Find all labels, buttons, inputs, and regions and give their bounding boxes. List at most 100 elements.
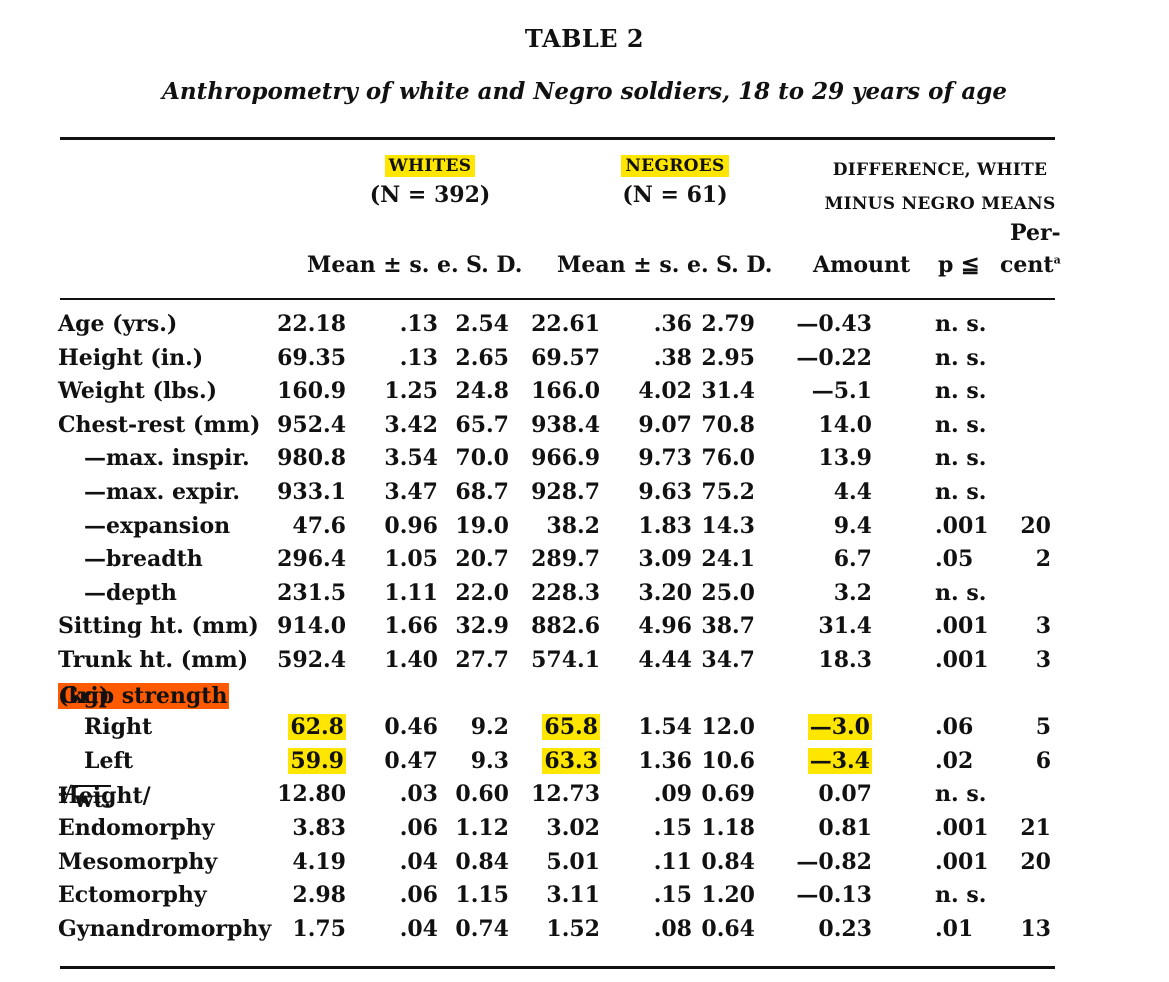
col-percent-line2: centa — [1000, 252, 1061, 278]
group-header-difference: DIFFERENCE, WHITE MINUS NEGRO MEANS — [800, 160, 1080, 214]
col-negroes-sd: S. D. — [716, 252, 773, 278]
cell-white-sd: 22.0 — [455, 579, 509, 606]
cell-white-sd: 9.2 — [470, 714, 509, 741]
cell-negro-sd: 38.7 — [701, 613, 755, 640]
row-label: —breadth — [84, 546, 203, 573]
cell-negro-mean: 63.3 — [542, 747, 600, 774]
row-label: Weight (lbs.) — [58, 378, 218, 405]
group-header-negroes: NEGROES (N = 61) — [575, 155, 775, 208]
cell-negro-mean: 5.01 — [546, 848, 600, 875]
cell-white-mean: 12.80 — [277, 781, 346, 808]
cell-negro-mean: 574.1 — [531, 646, 600, 673]
cell-negro-mean: 69.57 — [531, 344, 600, 371]
cell-difference-amount: 9.4 — [833, 512, 872, 539]
cell-white-se: 3.42 — [384, 411, 438, 438]
cell-negro-sd: 0.69 — [701, 781, 755, 808]
cell-percent: 6 — [1035, 747, 1051, 774]
cell-white-mean: 62.8 — [288, 714, 346, 741]
cell-difference-amount: 13.9 — [818, 445, 872, 472]
cell-p-value: n. s. — [935, 344, 987, 371]
cell-difference-amount: —0.13 — [796, 882, 872, 909]
cell-negro-se: .08 — [653, 915, 692, 942]
whites-n: (N = 392) — [369, 182, 491, 208]
negroes-n: (N = 61) — [622, 182, 728, 208]
cell-negro-mean: 22.61 — [531, 311, 600, 337]
cell-p-value: .01 — [935, 915, 974, 942]
row-label: Mesomorphy — [58, 848, 218, 875]
cell-negro-se: 9.73 — [638, 445, 692, 472]
cell-negro-sd: 10.6 — [701, 747, 755, 774]
cell-p-value: .001 — [935, 613, 989, 640]
table-row: Height/3 √ wt. 12.80.03 0.60 12.73.09 0.69 0.07… — [58, 781, 987, 814]
cell-white-sd: 32.9 — [455, 613, 509, 640]
table-row: Ectomorphy 2.98 .06 1.15 3.11 .15 1.20 —0.13 n. … — [0, 880, 1169, 914]
cell-white-mean: 47.6 — [292, 512, 346, 539]
cell-negro-mean: 938.4 — [531, 411, 600, 438]
cell-white-sd: 68.7 — [455, 478, 509, 505]
table-row: —max. inspir. 980.8 3.54 70.0 966.9 9.73 76.0 1… — [0, 443, 1169, 477]
row-label: —max. inspir. — [84, 445, 250, 472]
cell-difference-amount: 6.7 — [833, 546, 872, 573]
cell-white-sd: 19.0 — [455, 512, 509, 539]
cell-negro-mean: 928.7 — [531, 478, 600, 505]
cell-p-value: .001 — [935, 848, 989, 875]
table-row: Sitting ht. (mm) 914.0 1.66 32.9 882.6 4.96 38… — [0, 611, 1169, 645]
cell-negro-se: .11 — [653, 848, 692, 875]
cell-negro-sd: 2.79 — [701, 311, 755, 337]
cell-p-value: .001 — [935, 814, 989, 841]
row-label: Ectomorphy — [58, 882, 207, 909]
row-label: —max. expir. — [84, 478, 241, 505]
col-whites-sd: S. D. — [466, 252, 523, 278]
cell-white-se: 1.25 — [384, 378, 438, 405]
cell-negro-mean: 3.02 — [546, 814, 600, 841]
cell-white-mean: 3.83 — [292, 814, 346, 841]
footnote-marker: a — [1053, 253, 1061, 267]
cell-percent: 5 — [1035, 714, 1051, 741]
cell-negro-se: 4.02 — [638, 378, 692, 405]
cell-percent: 21 — [1020, 814, 1051, 841]
cell-difference-amount: —0.43 — [796, 311, 872, 337]
row-label: —depth — [84, 579, 177, 606]
cell-difference-amount: —0.82 — [796, 848, 872, 875]
table-row: Grip strength (kg) — [58, 682, 230, 709]
cell-difference-amount: 0.23 — [818, 915, 872, 942]
cell-negro-se: .36 — [653, 311, 692, 337]
cell-white-mean: 59.9 — [288, 747, 346, 774]
cube-root-symbol: 3 √ wt. — [58, 783, 112, 814]
table-row: Chest-rest (mm) 952.4 3.42 65.7 938.4 9.07 70.… — [0, 410, 1169, 444]
cell-white-mean: 69.35 — [277, 344, 346, 371]
cell-white-mean: 296.4 — [277, 546, 346, 573]
table-row: Trunk ht. (mm) 592.4 1.40 27.7 574.1 4.44 34.7… — [0, 645, 1169, 679]
cell-negro-mean: 65.8 — [542, 714, 600, 741]
row-label: Gynandromorphy — [58, 915, 272, 942]
cell-white-sd: 1.15 — [455, 882, 509, 909]
cell-white-se: 1.66 — [384, 613, 438, 640]
cell-difference-amount: —3.4 — [807, 747, 872, 774]
cell-difference-amount: 0.81 — [818, 814, 872, 841]
grip-strength-label: Grip strength — [58, 682, 230, 709]
group-header-whites: WHITES (N = 392) — [330, 155, 530, 208]
cell-white-sd: 0.60 — [455, 781, 509, 808]
cell-negro-se: 9.07 — [638, 411, 692, 438]
cell-p-value: .001 — [935, 646, 989, 673]
cell-white-sd: 0.84 — [455, 848, 509, 875]
bottom-rule — [60, 966, 1055, 969]
cell-white-mean: 22.18 — [277, 311, 346, 337]
cell-negro-se: .15 — [653, 882, 692, 909]
cell-difference-amount: 18.3 — [818, 646, 872, 673]
cell-white-mean: 160.9 — [277, 378, 346, 405]
cell-negro-sd: 70.8 — [701, 411, 755, 438]
cell-white-mean: 980.8 — [277, 445, 346, 472]
table-row: Weight (lbs.) 160.9 1.25 24.8 166.0 4.02 31.4 —… — [0, 376, 1169, 410]
cell-white-se: 3.54 — [384, 445, 438, 472]
cell-negro-se: 1.54 — [638, 714, 692, 741]
cell-white-sd: 70.0 — [455, 445, 509, 472]
row-label: Endomorphy — [58, 814, 215, 841]
cell-negro-sd: 76.0 — [701, 445, 755, 472]
cell-white-sd: 2.65 — [455, 344, 509, 371]
table-row: —expansion 47.6 0.96 19.0 38.2 1.83 14.3 9.4 .00… — [0, 511, 1169, 545]
cell-p-value: n. s. — [935, 781, 987, 808]
table-row: Gynandromorphy 1.75 .04 0.74 1.52 .08 0.64 0.23… — [0, 914, 1169, 948]
cell-white-se: .04 — [399, 915, 438, 942]
cell-percent: 20 — [1020, 848, 1051, 875]
